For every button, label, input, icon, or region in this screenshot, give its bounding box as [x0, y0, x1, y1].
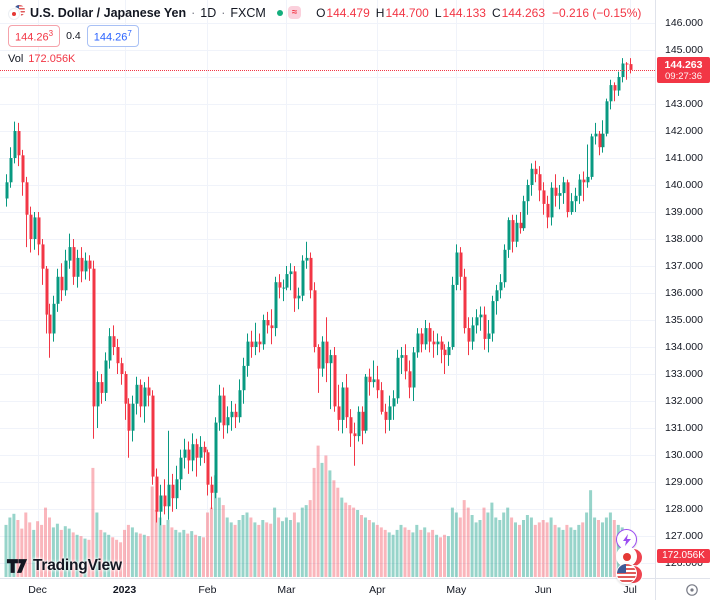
us-flag-icon [14, 5, 25, 16]
ask-price-button[interactable]: 144.267 [86, 25, 139, 47]
floating-buttons [616, 529, 650, 584]
volume-axis-label: 172.056K [657, 549, 710, 563]
volume-label: Vol [8, 52, 24, 65]
volume-value: 172.056K [28, 52, 76, 65]
time-axis[interactable]: Dec 2023 Feb Mar Apr May Jun Jul [0, 578, 655, 600]
change-value: −0.216 (−0.15%) [552, 5, 642, 20]
bid-fraction: 3 [48, 29, 54, 38]
open-value: 144.479 [326, 5, 370, 20]
chart-legend: U.S. Dollar / Japanese Yen · 1D · FXCM ≈… [8, 5, 641, 65]
y-axis-tick-label: 146.000 [665, 16, 703, 29]
y-axis-tick-label: 143.000 [665, 97, 703, 110]
candlestick-chart [0, 0, 655, 578]
y-axis-tick-label: 134.000 [665, 340, 703, 353]
ask-value: 144.26 [93, 31, 128, 44]
open-label: O [316, 5, 326, 20]
x-axis-tick-label: Apr [369, 584, 386, 596]
price-axis[interactable]: 144.263 09:27:36 172.056K 146.000 145.000… [655, 0, 710, 578]
y-axis-tick-label: 133.000 [665, 367, 703, 380]
y-axis-tick-label: 135.000 [665, 313, 703, 326]
x-axis-tick-label: Jun [534, 584, 552, 596]
y-axis-tick-label: 138.000 [665, 232, 703, 245]
y-axis-tick-label: 130.000 [665, 448, 703, 461]
bid-price-button[interactable]: 144.263 [8, 25, 61, 47]
close-label: C [491, 5, 501, 20]
market-status-dot-icon[interactable] [276, 9, 283, 16]
tradingview-logo-text: TradingView [33, 557, 122, 574]
delayed-data-badge-icon[interactable]: ≈ [287, 6, 302, 19]
axis-corner [655, 578, 710, 600]
timeframe-label[interactable]: 1D [200, 5, 217, 20]
exchange-label[interactable]: FXCM [230, 5, 266, 20]
y-axis-tick-label: 137.000 [665, 259, 703, 272]
x-axis-tick-label: Feb [198, 584, 217, 596]
y-axis-tick-label: 131.000 [665, 421, 703, 434]
y-axis-tick-label: 129.000 [665, 475, 703, 488]
x-axis-tick-label: Mar [277, 584, 296, 596]
tradingview-logo-icon [6, 559, 28, 573]
last-price-line [0, 70, 655, 71]
ask-fraction: 7 [127, 29, 132, 38]
last-price-value: 144.263 [664, 59, 703, 71]
symbol-pair-flags-icon [8, 5, 25, 20]
y-axis-tick-label: 136.000 [665, 286, 703, 299]
price-scale-settings-gear-icon[interactable] [685, 583, 699, 597]
bar-countdown: 09:27:36 [665, 71, 702, 82]
high-value: 144.700 [385, 5, 429, 20]
last-price-label: 144.263 09:27:36 [657, 57, 710, 83]
ohlc-readout: O144.479 H144.700 L144.133 C144.263 −0.2… [316, 6, 641, 20]
spread-value: 0.4 [66, 29, 81, 42]
y-axis-tick-label: 127.000 [665, 529, 703, 542]
low-value: 144.133 [442, 5, 486, 20]
chart-plot-area[interactable] [0, 0, 655, 578]
y-axis-tick-label: 141.000 [665, 151, 703, 164]
us-flag-button[interactable] [616, 563, 643, 584]
japan-flag-icon [8, 8, 20, 20]
symbol-title[interactable]: U.S. Dollar / Japanese Yen [30, 5, 187, 20]
y-axis-tick-label: 128.000 [665, 502, 703, 515]
us-flag-icon [616, 563, 637, 584]
close-value: 144.263 [501, 5, 545, 20]
low-label: L [434, 5, 442, 20]
x-axis-tick-label: Dec [28, 584, 47, 596]
x-axis-tick-label: May [446, 584, 467, 596]
tradingview-logo[interactable]: TradingView [6, 557, 122, 575]
title-separator: · [221, 5, 226, 20]
high-label: H [375, 5, 385, 20]
y-axis-tick-label: 142.000 [665, 124, 703, 137]
y-axis-tick-label: 132.000 [665, 394, 703, 407]
bid-value: 144.26 [15, 31, 49, 44]
x-axis-tick-label: Jul [623, 584, 637, 596]
title-separator: · [191, 5, 196, 20]
x-axis-tick-label: 2023 [112, 584, 137, 596]
y-axis-tick-label: 145.000 [665, 43, 703, 56]
y-axis-tick-label: 139.000 [665, 205, 703, 218]
y-axis-tick-label: 140.000 [665, 178, 703, 191]
